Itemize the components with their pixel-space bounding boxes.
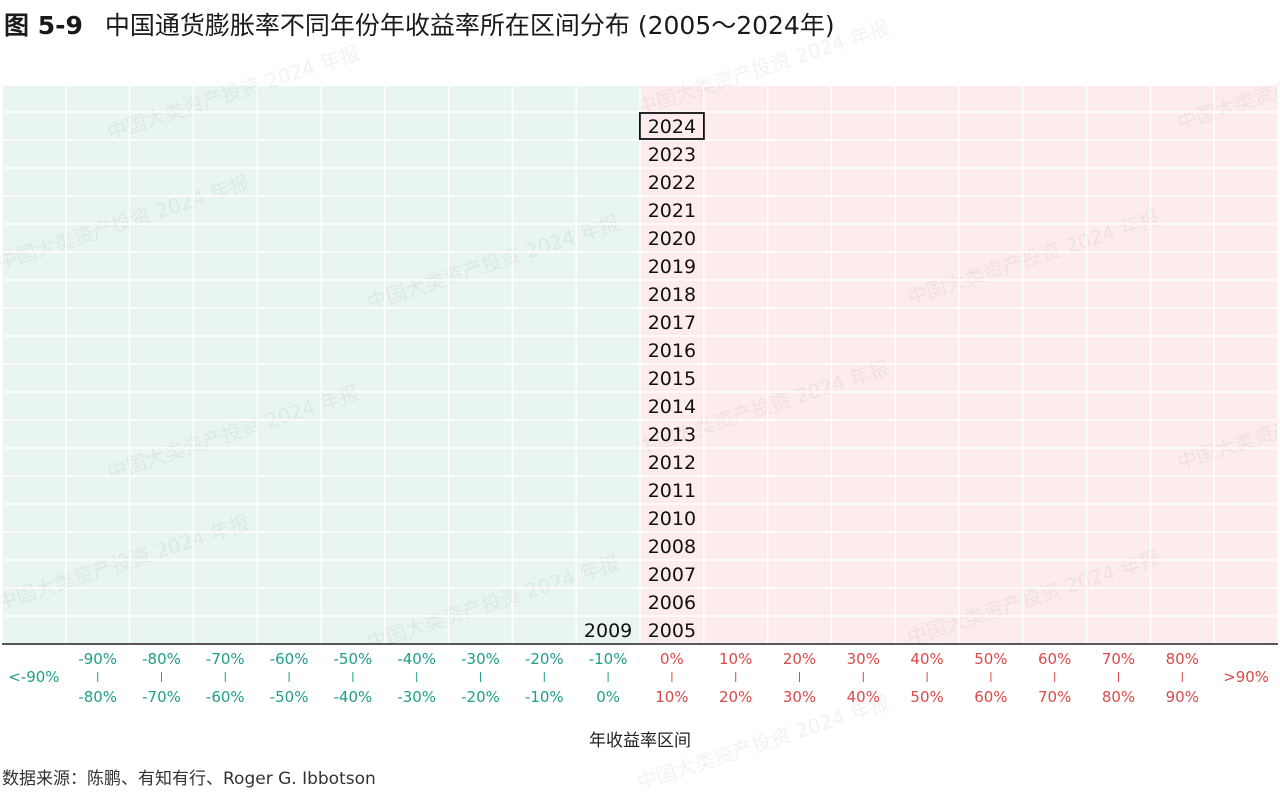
tick-label-top: -50% [334, 650, 373, 668]
bin-background [448, 86, 513, 644]
tick-label-top: -80% [142, 650, 181, 668]
year-label: 2007 [648, 564, 696, 586]
tick-label-bottom: 40% [847, 688, 880, 706]
tick-label-top: 40% [910, 650, 943, 668]
bin-background [65, 86, 130, 644]
year-label: 2018 [648, 284, 696, 306]
tick-label-top: 80% [1166, 650, 1199, 668]
tick-label-bottom: 0% [596, 688, 620, 706]
tick-label-bottom: -30% [397, 688, 436, 706]
tick-label-top: 60% [1038, 650, 1071, 668]
tick-label-top: 0% [660, 650, 684, 668]
tick-label-top: -40% [397, 650, 436, 668]
bin-background [2, 86, 66, 644]
tick-label-bottom: 30% [783, 688, 816, 706]
year-label: 2006 [648, 592, 696, 614]
tick-label-top: -20% [525, 650, 564, 668]
tick-label-top: 50% [974, 650, 1007, 668]
tick-label: <-90% [8, 668, 59, 686]
bin-background [703, 86, 768, 644]
tick-label-top: 10% [719, 650, 752, 668]
year-label: 2014 [648, 396, 696, 418]
tick-label-bottom: 10% [655, 688, 688, 706]
source-label: 数据来源： [2, 769, 87, 789]
year-label: 2015 [648, 368, 696, 390]
bin-background [831, 86, 896, 644]
bin-background [384, 86, 449, 644]
bin-background [1150, 86, 1215, 644]
bin-background [895, 86, 959, 644]
year-label: 2011 [648, 480, 696, 502]
tick-label-top: -60% [270, 650, 309, 668]
figure-caption: 中国通货膨胀率不同年份年收益率所在区间分布 (2005～2024年) [104, 11, 835, 40]
year-label: 2017 [648, 312, 696, 334]
highlight-box [639, 112, 705, 140]
data-source: 数据来源：陈鹏、有知有行、Roger G. Ibbotson [2, 764, 376, 789]
tick-label-bottom: -60% [206, 688, 245, 706]
bin-background [257, 86, 321, 644]
tick-label-bottom: -50% [270, 688, 309, 706]
tick-label-top: 30% [847, 650, 880, 668]
tick-label-top: -90% [78, 650, 117, 668]
tick-label-bottom: 60% [974, 688, 1007, 706]
year-label: 2010 [648, 508, 696, 530]
year-label: 2020 [648, 228, 696, 250]
bin-background [576, 86, 640, 644]
bin-background [1022, 86, 1087, 644]
year-label: 2024 [648, 116, 696, 138]
bin-background [959, 86, 1023, 644]
tick-label-top: -30% [461, 650, 500, 668]
tick-label: >90% [1223, 668, 1269, 686]
tick-label-bottom: 90% [1166, 688, 1199, 706]
tick-label-bottom: -20% [461, 688, 500, 706]
bin-background [640, 86, 704, 644]
tick-label-bottom: -10% [525, 688, 564, 706]
year-label: 2009 [584, 620, 632, 642]
tick-label-top: 70% [1102, 650, 1135, 668]
tick-label-top: -70% [206, 650, 245, 668]
tick-label-bottom: -40% [334, 688, 373, 706]
bin-background [512, 86, 577, 644]
source-text: 陈鹏、有知有行、Roger G. Ibbotson [87, 769, 376, 789]
bin-background [767, 86, 832, 644]
year-label: 2016 [648, 340, 696, 362]
year-label: 2005 [648, 620, 696, 642]
tick-label-bottom: 20% [719, 688, 752, 706]
figure-number: 图 5-9 [4, 11, 83, 40]
tick-label-bottom: 50% [910, 688, 943, 706]
year-label: 2008 [648, 536, 696, 558]
bin-background [1214, 86, 1278, 644]
tick-label-top: 20% [783, 650, 816, 668]
bin-background [193, 86, 258, 644]
year-label: 2019 [648, 256, 696, 278]
year-label: 2023 [648, 144, 696, 166]
bin-background [321, 86, 385, 644]
tick-label-bottom: 70% [1038, 688, 1071, 706]
bin-background [129, 86, 194, 644]
x-axis-title: 年收益率区间 [589, 731, 691, 751]
year-label: 2013 [648, 424, 696, 446]
year-label: 2012 [648, 452, 696, 474]
tick-label-bottom: -80% [78, 688, 117, 706]
chart-title: 图 5-9 中国通货膨胀率不同年份年收益率所在区间分布 (2005～2024年) [4, 6, 835, 42]
tick-label-bottom: 80% [1102, 688, 1135, 706]
year-label: 2021 [648, 200, 696, 222]
tick-label-top: -10% [589, 650, 628, 668]
tick-label-bottom: -70% [142, 688, 181, 706]
year-label: 2022 [648, 172, 696, 194]
bin-background [1086, 86, 1151, 644]
